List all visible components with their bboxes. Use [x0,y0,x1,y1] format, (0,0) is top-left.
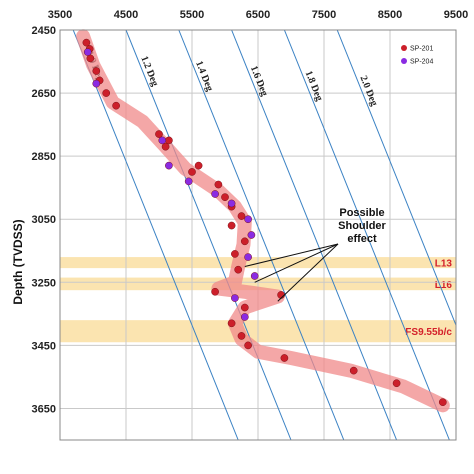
sp201-point [102,89,111,97]
sp204-point [83,48,92,56]
gradient-lines: 1.0 Deg 1.2 Deg 1.4 Deg 1.6 Deg 1.8 Deg 2.0 D… [72,30,456,440]
sp201-point [82,38,91,47]
sp201-point [234,265,243,274]
legend-marker [401,45,407,51]
sp201-point [211,287,219,296]
gradient-line [72,30,239,440]
sp201-point [165,136,173,145]
gradient-line [283,30,450,440]
legend-label: SP-201 [410,46,433,53]
trend-band [76,29,450,413]
gradient-line-label: 1.2 Deg [138,54,160,87]
sp201-point [349,366,358,375]
x-tick-label: 7500 [312,9,336,21]
sp201-point [155,130,163,138]
y-axis-label: Depth (TVDSS) [11,219,25,304]
sp201-point [227,221,236,230]
sp201-point [438,398,447,407]
legend-label: SP-204 [410,59,433,66]
sp204-point [158,136,167,145]
sp201-point [188,168,196,176]
sp204-point [244,215,252,224]
sp201-point [280,354,289,362]
gradient-line-label: 1.8 Deg [303,69,325,102]
annotation-leader-line [254,243,339,283]
sp201-point [92,67,101,75]
sp204-point [240,313,249,321]
gradient-line-label: 1.4 Deg [193,59,215,92]
trend-envelope [76,29,450,413]
sp201-point [221,193,229,202]
legend: SP-201 SP-204 [398,40,450,68]
sp201-point [194,161,203,170]
annotation-leader-line [244,243,339,268]
x-tick-label: 8500 [378,9,402,21]
y-tick-label: 2850 [32,151,56,163]
plot-frame [59,29,457,441]
sp201-point [237,212,246,220]
annotation-text: Shoulder [338,220,386,232]
legend-marker [401,58,407,64]
sp204-point [184,177,193,186]
gradient-line-label: 2.0 Deg [357,74,379,107]
y-tick-label: 3250 [32,277,56,289]
axes: 3500 4500 5500 6500 7500 8500 9500 2450 2650 2850… [32,9,468,441]
sp201-point [112,101,120,110]
sp201-point [227,319,236,328]
sp204-point [165,161,173,170]
gradient-line [125,30,292,440]
band-label: L13 [435,259,453,270]
data-points [82,38,447,407]
x-tick-label: 5500 [180,9,204,21]
x-tick-label: 3500 [48,9,72,21]
sp201-point [231,250,239,258]
sp201-point [240,237,249,246]
sp204-point [250,272,259,280]
sp201-point [392,379,401,388]
sp201-point [240,303,249,312]
sp201-point [161,142,170,151]
sp204-point [244,253,252,261]
y-tick-label: 3650 [32,403,56,415]
x-tick-label: 4500 [114,9,138,21]
annotation-leader-line [277,243,339,302]
sp204-point [92,79,101,88]
gradient-line [178,30,345,440]
sp204-point [211,190,219,198]
sp204-point [227,199,236,208]
sp201-point [244,341,252,350]
x-tick-label: 9500 [444,9,468,21]
annotation-text: effect [347,233,377,245]
sp201-point [214,180,223,189]
annotation-text: Possible [339,207,384,219]
y-tick-label: 3050 [32,214,56,226]
y-tick-label: 3450 [32,340,56,352]
x-tick-label: 6500 [246,9,270,21]
y-tick-label: 2450 [32,25,56,37]
sp201-point [237,332,246,340]
band-label: L16 [435,280,453,291]
y-tick-label: 2650 [32,88,56,100]
gradient-line [336,30,456,327]
band-label: FS9.55b/c [405,327,452,338]
sp204-point [231,294,239,302]
legend-box [398,40,450,68]
sp204-point [247,231,256,239]
